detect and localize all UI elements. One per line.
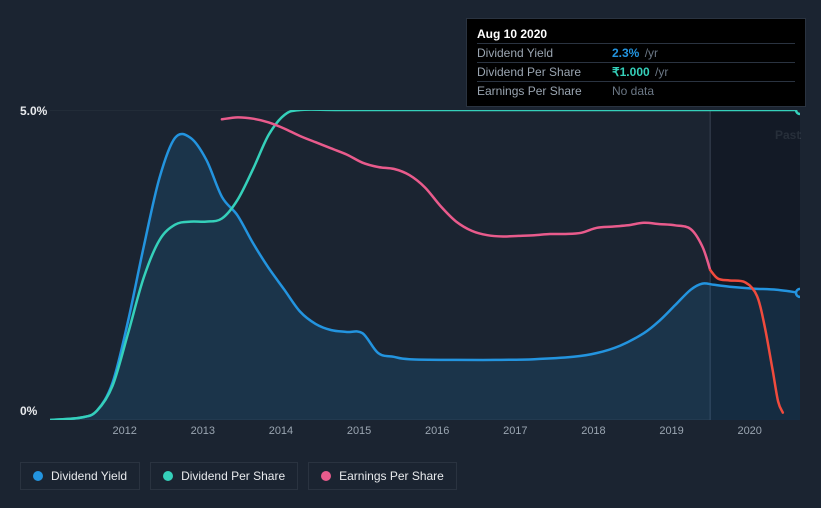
tooltip-date: Aug 10 2020 — [477, 25, 795, 43]
plot-area[interactable] — [50, 110, 800, 420]
tooltip: Aug 10 2020 Dividend Yield2.3% /yrDivide… — [466, 18, 806, 107]
legend-label: Dividend Yield — [51, 469, 127, 483]
tooltip-row: Dividend Yield2.3% /yr — [477, 43, 795, 62]
tooltip-row-value: 2.3% /yr — [612, 46, 658, 60]
tooltip-row-value: ₹1.000 /yr — [612, 65, 668, 79]
chart-svg — [50, 110, 800, 420]
x-axis-label: 2017 — [503, 425, 527, 437]
legend: Dividend Yield Dividend Per Share Earnings… — [20, 462, 457, 490]
x-axis-label: 2018 — [581, 425, 605, 437]
tooltip-row-label: Dividend Per Share — [477, 65, 612, 79]
tooltip-row-label: Dividend Yield — [477, 46, 612, 60]
x-axis-label: 2014 — [269, 425, 293, 437]
tooltip-row: Earnings Per ShareNo data — [477, 81, 795, 100]
legend-label: Earnings Per Share — [339, 469, 444, 483]
tooltip-row-label: Earnings Per Share — [477, 84, 612, 98]
y-axis-label-max: 5.0% — [20, 104, 47, 118]
legend-swatch — [33, 471, 43, 481]
x-axis-label: 2020 — [737, 425, 761, 437]
legend-label: Dividend Per Share — [181, 469, 285, 483]
legend-swatch — [321, 471, 331, 481]
legend-item[interactable]: Earnings Per Share — [308, 462, 457, 490]
y-axis-label-min: 0% — [20, 404, 37, 418]
x-axis-label: 2015 — [347, 425, 371, 437]
x-axis-label: 2012 — [112, 425, 136, 437]
x-axis-label: 2016 — [425, 425, 449, 437]
tooltip-row-nodata: No data — [612, 84, 654, 98]
legend-swatch — [163, 471, 173, 481]
tooltip-row: Dividend Per Share₹1.000 /yr — [477, 62, 795, 81]
x-axis-label: 2019 — [659, 425, 683, 437]
x-axis-label: 2013 — [191, 425, 215, 437]
legend-item[interactable]: Dividend Yield — [20, 462, 140, 490]
legend-item[interactable]: Dividend Per Share — [150, 462, 298, 490]
